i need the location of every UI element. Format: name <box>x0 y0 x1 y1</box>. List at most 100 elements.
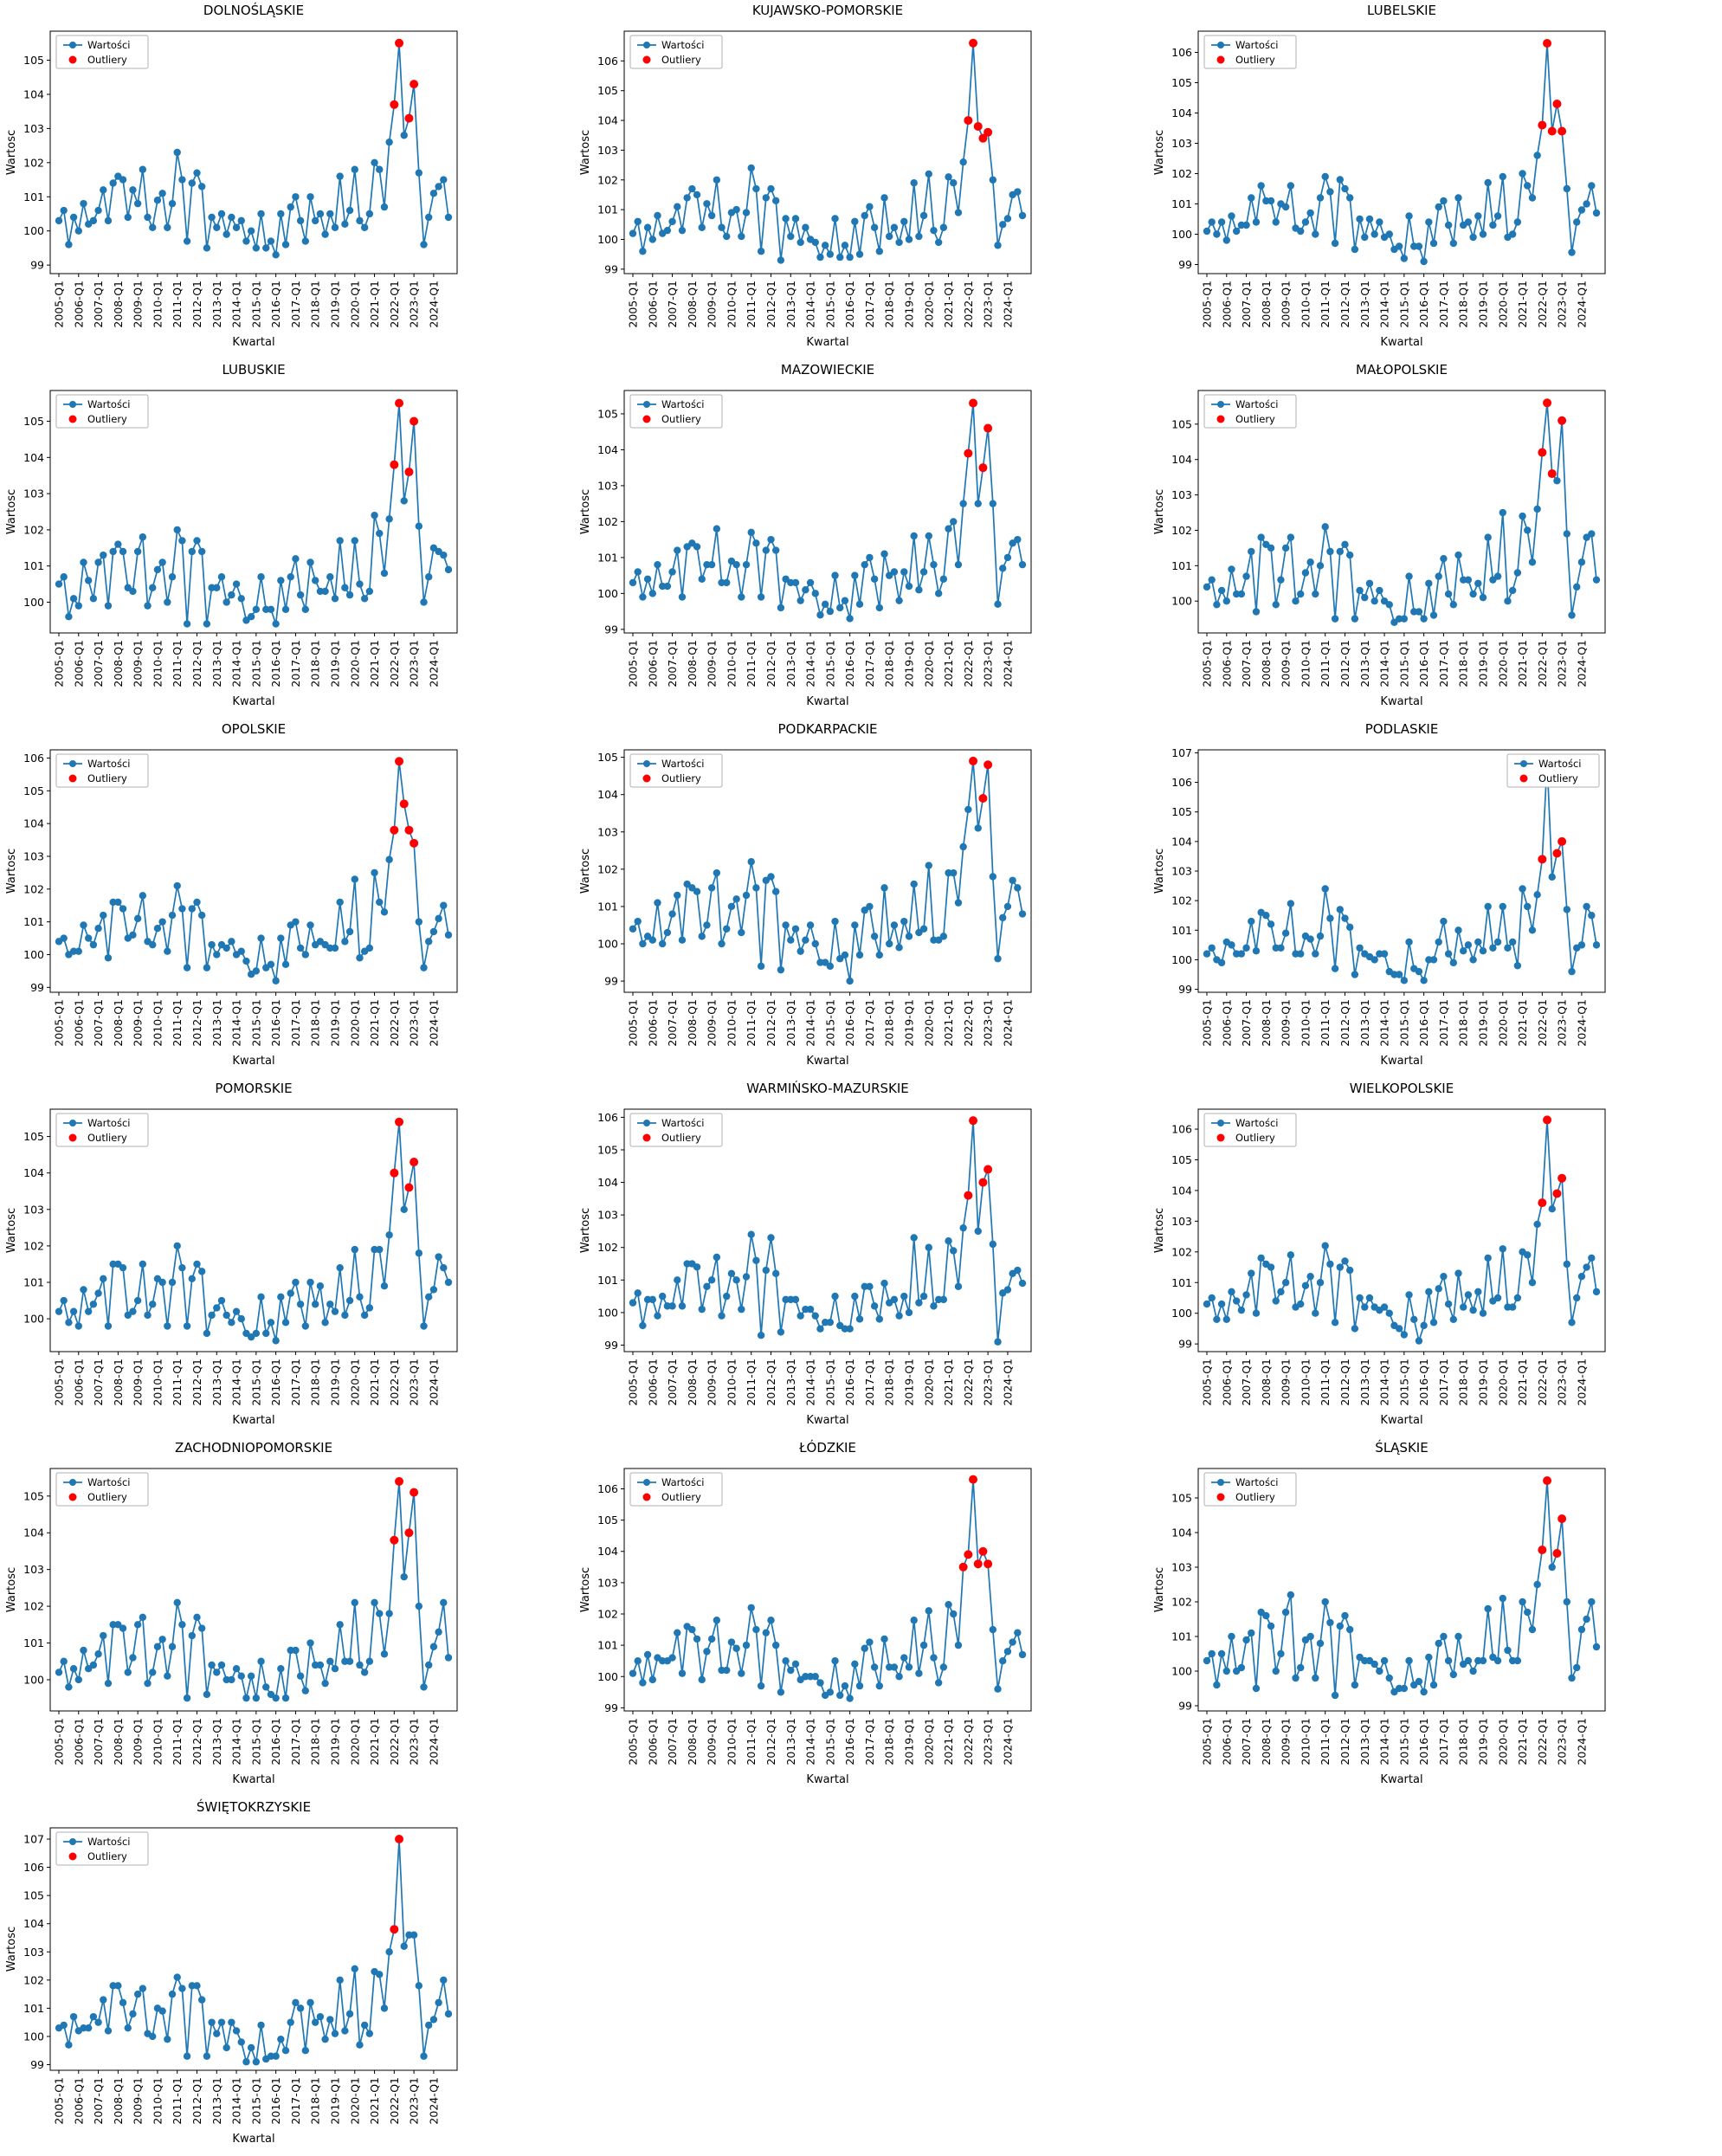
data-point <box>217 1296 226 1305</box>
data-point <box>698 933 706 940</box>
data-point <box>306 1998 314 2007</box>
data-point <box>153 565 162 574</box>
data-point <box>693 1263 701 1271</box>
data-point <box>242 1694 250 1702</box>
data-point <box>380 1282 389 1290</box>
data-point <box>900 1292 908 1301</box>
outlier-point <box>1543 39 1552 48</box>
data-point <box>1577 1272 1586 1281</box>
data-point <box>994 1338 1002 1346</box>
data-point <box>703 921 711 929</box>
data-point <box>1563 530 1571 538</box>
data-point <box>797 1312 804 1320</box>
data-point <box>1014 1629 1022 1636</box>
data-point <box>855 250 864 258</box>
data-point <box>188 905 196 913</box>
legend-label-outliers: Outliery <box>1235 1491 1275 1503</box>
data-point <box>1385 1309 1393 1317</box>
outlier-point <box>404 1528 414 1538</box>
x-tick-label: 2012-Q1 <box>190 999 203 1047</box>
data-point <box>1287 533 1295 541</box>
data-point <box>1415 967 1423 976</box>
data-point <box>415 522 423 530</box>
data-point <box>826 962 835 971</box>
legend-frame <box>629 753 723 788</box>
y-tick-label: 103 <box>23 1563 44 1576</box>
data-point <box>173 881 181 890</box>
data-point <box>380 203 389 211</box>
outlier-point <box>1552 100 1562 108</box>
data-point <box>950 1610 958 1618</box>
data-point <box>1301 569 1310 577</box>
data-point <box>1528 194 1537 202</box>
data-point <box>1326 1618 1334 1627</box>
y-tick-label: 106 <box>1171 776 1192 789</box>
data-point <box>1405 572 1413 580</box>
x-tick-label: 2024-Q1 <box>1001 640 1014 687</box>
data-point <box>1341 914 1349 922</box>
data-point <box>1484 902 1492 911</box>
data-point <box>104 954 113 962</box>
data-point <box>1321 172 1329 181</box>
x-tick-label: 2020-Q1 <box>1496 999 1509 1047</box>
data-point <box>634 568 642 576</box>
x-axis-label: Kwartal <box>1380 1055 1423 1068</box>
x-tick-label: 2023-Q1 <box>1556 1359 1569 1406</box>
data-point <box>1577 206 1586 214</box>
x-tick-label: 2005-Q1 <box>1201 999 1214 1047</box>
y-tick-label: 105 <box>597 84 618 97</box>
data-point <box>1312 230 1319 238</box>
x-tick-label: 2020-Q1 <box>1496 1718 1509 1765</box>
y-tick-label: 105 <box>1171 1492 1192 1505</box>
x-axis-label: Kwartal <box>232 695 275 708</box>
data-point <box>60 1296 68 1305</box>
data-point <box>851 1660 859 1669</box>
y-tick-label: 99 <box>604 623 618 636</box>
data-point <box>296 1301 305 1308</box>
x-tick-label: 2008-Q1 <box>112 281 125 328</box>
x-tick-label: 2010-Q1 <box>151 640 164 687</box>
data-point <box>925 862 932 869</box>
y-tick-label: 100 <box>597 1306 618 1319</box>
y-tick-label: 103 <box>1171 1561 1192 1574</box>
data-point <box>939 1663 948 1671</box>
data-point <box>1341 1611 1349 1620</box>
data-point <box>678 936 687 944</box>
data-point <box>1321 885 1329 893</box>
data-point <box>752 884 760 892</box>
data-point <box>400 132 408 139</box>
data-point <box>1272 1297 1280 1305</box>
data-point <box>1493 938 1502 946</box>
series-line <box>58 403 449 624</box>
data-point <box>119 1263 127 1272</box>
data-point <box>1312 1674 1319 1682</box>
x-tick-label: 2020-Q1 <box>348 2077 361 2125</box>
x-tick-label: 2024-Q1 <box>1575 1359 1588 1406</box>
data-point <box>1588 1254 1596 1262</box>
data-point <box>252 605 261 614</box>
data-point <box>149 584 157 591</box>
outlier-point <box>1558 1173 1567 1183</box>
data-point <box>999 913 1007 922</box>
data-point <box>301 1322 310 1330</box>
data-point <box>1331 239 1339 248</box>
data-point <box>1213 601 1221 609</box>
x-tick-label: 2010-Q1 <box>151 2077 164 2125</box>
data-point <box>197 183 206 190</box>
data-point <box>197 1268 206 1275</box>
y-tick-label: 104 <box>1171 835 1192 848</box>
data-point <box>168 1990 177 1998</box>
data-point <box>742 891 751 900</box>
x-tick-label: 2011-Q1 <box>1319 281 1332 328</box>
outlier-point <box>410 838 419 848</box>
data-point <box>1454 194 1462 202</box>
data-point <box>732 1276 740 1284</box>
data-point <box>168 911 177 920</box>
data-point <box>1548 1563 1556 1572</box>
data-point <box>257 210 265 218</box>
data-point <box>94 1289 102 1297</box>
data-point <box>1248 1269 1255 1277</box>
data-point <box>1528 926 1537 934</box>
